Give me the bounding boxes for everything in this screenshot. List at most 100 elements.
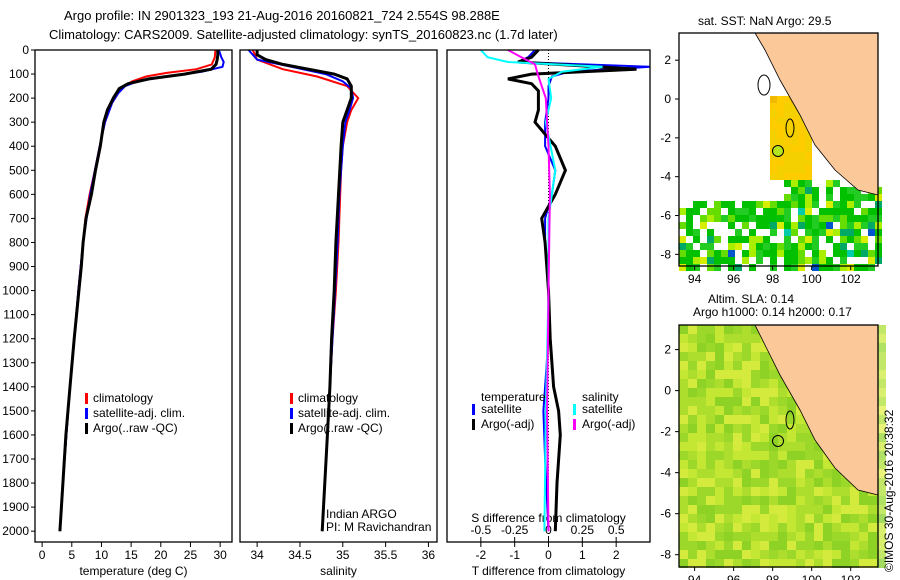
sla-cell [877,433,886,442]
sla-cell [787,541,796,550]
sst-cell [784,103,791,110]
sla-cell [778,460,787,469]
sla-cell [679,550,688,559]
sst-cell [840,215,847,222]
y-tick-label: 400 [9,139,29,153]
sla-cell [724,406,733,415]
sst-cell [833,201,840,208]
sst-cell [693,257,700,264]
sla-cell [796,433,805,442]
sla-cell [814,460,823,469]
sst-cell [840,194,847,201]
sst-cell [721,257,728,264]
sla-cell [679,325,688,334]
sla-cell [742,496,751,505]
island-outline [785,118,795,138]
sla-cell [796,514,805,523]
sla-cell [706,514,715,523]
sla-map-title-2: Argo h1000: 0.14 h2000: 0.17 [693,305,852,319]
sla-cell [733,523,742,532]
y-tick-label: 1000 [2,284,29,298]
y-tick-label: 100 [9,67,29,81]
sla-cell [760,487,769,496]
x-axis-label: temperature (deg C) [79,564,187,578]
sla-cell [724,370,733,379]
sst-cell [798,215,805,222]
sst-cell [756,243,763,250]
lat-tick-label: -6 [660,507,671,521]
x-tick-label: 35 [336,548,350,562]
legend-swatch [573,404,576,415]
sla-cell [679,406,688,415]
sst-cell [812,201,819,208]
sst-cell [693,229,700,236]
x-tick-label: -1 [509,548,520,562]
sla-cell [823,541,832,550]
sla-cell [733,496,742,505]
sla-cell [823,532,832,541]
sst-cell [826,264,833,271]
sla-cell [733,343,742,352]
x-axis-label: T difference from climatology [472,564,626,578]
sla-cell [706,379,715,388]
sst-cell [784,124,791,131]
sst-cell [770,250,777,257]
argo-location-marker [772,435,784,447]
sst-cell [840,201,847,208]
sst-cell [805,180,812,187]
sla-cell [859,523,868,532]
sla-cell [697,370,706,379]
sla-cell [688,514,697,523]
sst-cell [777,159,784,166]
sla-cell [841,496,850,505]
sla-cell [877,469,886,478]
sst-cell [861,208,868,215]
sla-cell [688,487,697,496]
sla-cell [697,541,706,550]
sla-cell [679,334,688,343]
sst-cell [805,208,812,215]
sla-cell [805,505,814,514]
x-tick-label: 36 [422,548,436,562]
sst-cell [777,138,784,145]
sst-cell [798,159,805,166]
sla-cell [841,550,850,559]
sla-cell [733,514,742,523]
sst-cell [812,194,819,201]
sst-cell [784,215,791,222]
sst-cell [833,243,840,250]
sla-cell [715,487,724,496]
sst-cell [756,257,763,264]
sla-cell [715,442,724,451]
sst-cell [735,215,742,222]
sla-cell [778,388,787,397]
sst-cell [693,208,700,215]
sst-cell [770,222,777,229]
sla-cell [751,415,760,424]
sst-cell [784,159,791,166]
sla-cell [877,334,886,343]
sst-cell [777,215,784,222]
sla-cell [715,424,724,433]
sst-cell [791,264,798,271]
sst-cell [707,236,714,243]
sla-cell [769,478,778,487]
sla-cell [715,352,724,361]
sla-cell [787,505,796,514]
sst-cell [784,236,791,243]
legend-swatch [290,423,293,434]
sla-cell [814,541,823,550]
sst-cell [756,201,763,208]
sla-cell [688,496,697,505]
y-tick-label: 1700 [2,452,29,466]
lat-tick-label: 0 [664,384,671,398]
sla-cell [679,343,688,352]
sla-cell [742,370,751,379]
y-tick-label: 1100 [3,308,29,322]
sla-cell [697,487,706,496]
sst-cell [791,145,798,152]
sla-cell [706,334,715,343]
sst-cell [686,264,693,271]
sla-cell [679,388,688,397]
